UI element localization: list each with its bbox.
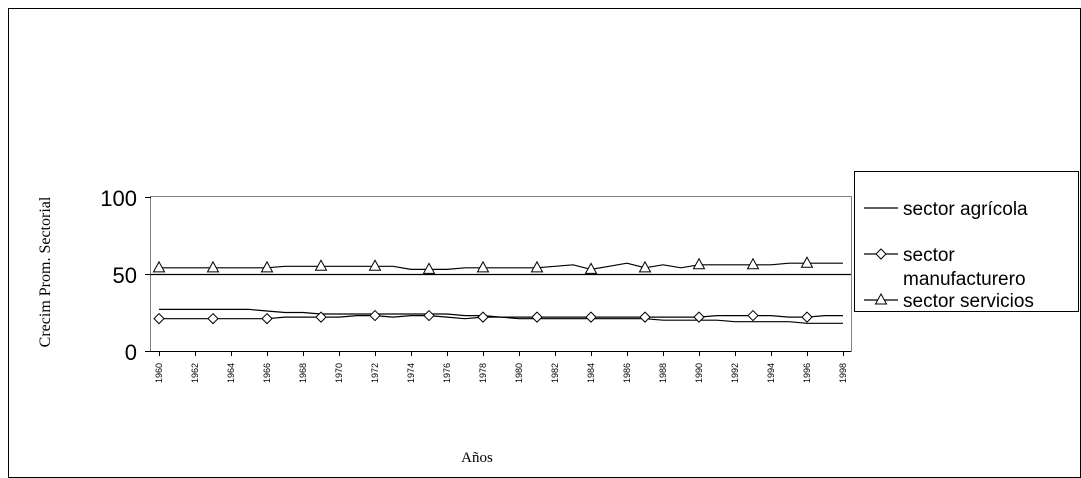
series-marker-sector-manufacturero-1963: [207, 312, 219, 325]
series-marker-sector-servicios-1996: [800, 256, 814, 268]
legend-label-sector-agr-cola: sector agrícola: [903, 199, 1028, 220]
x-tick-label-1990: 1990: [694, 363, 704, 383]
legend-label-sector-servicios: sector servicios: [903, 291, 1034, 312]
series-marker-sector-manufacturero-1993: [747, 309, 759, 322]
legend-label-sector-manufacturero: sector manufacturero: [903, 245, 1026, 290]
x-tick-label-1998: 1998: [838, 363, 848, 383]
x-tick-label-1972: 1972: [370, 363, 380, 383]
x-tick-label-1974: 1974: [406, 363, 416, 383]
series-marker-sector-manufacturero-1966: [261, 312, 273, 325]
x-tick-label-1982: 1982: [550, 363, 560, 383]
x-tick-label-1986: 1986: [622, 363, 632, 383]
x-tick-label-1976: 1976: [442, 363, 452, 383]
series-marker-sector-servicios-1975: [422, 262, 436, 274]
plot-group: [151, 256, 851, 325]
x-tick-label-1962: 1962: [190, 363, 200, 383]
series-marker-sector-manufacturero-1984: [585, 311, 597, 323]
axes-group: 0 50 100 1960 1962 1964 1966 1968 1970 1972 1974 19…: [100, 186, 851, 383]
series-marker-sector-manufacturero-1996: [801, 311, 813, 323]
legend-box: [854, 171, 1079, 312]
series-marker-sector-manufacturero-1978: [477, 311, 489, 323]
x-tick-label-1968: 1968: [298, 363, 308, 383]
series-marker-sector-servicios-1963: [206, 260, 220, 273]
x-tick-label-1996: 1996: [802, 363, 812, 383]
series-marker-sector-manufacturero-1990: [693, 311, 705, 323]
series-marker-sector-servicios-1990: [692, 257, 706, 270]
x-tick-label-1970: 1970: [334, 363, 344, 383]
series-marker-sector-servicios-1993: [746, 257, 760, 270]
series-marker-sector-servicios-1972: [368, 259, 382, 271]
x-tick-label-1966: 1966: [262, 363, 272, 383]
x-tick-label-1988: 1988: [658, 363, 668, 383]
series-marker-sector-servicios-1969: [314, 259, 328, 271]
series-marker-sector-servicios-1987: [638, 260, 652, 273]
x-tick-label-1984: 1984: [586, 363, 596, 383]
x-tick-label-1994: 1994: [766, 363, 776, 383]
x-tick-label-1978: 1978: [478, 363, 488, 383]
series-marker-sector-manufacturero-1981: [531, 311, 543, 323]
series-line-sector-servicios: [159, 262, 843, 271]
series-line-sector-manufacturero: [159, 315, 843, 320]
series-marker-sector-servicios-1981: [530, 260, 544, 273]
x-tick-label-1980: 1980: [514, 363, 524, 383]
series-marker-sector-manufacturero-1960: [153, 312, 165, 325]
series-marker-sector-manufacturero-1987: [639, 311, 651, 323]
y-tick-label-100: 100: [100, 186, 137, 211]
legend-marker-sector-manufacturero: [875, 248, 887, 260]
y-tick-label-0: 0: [125, 340, 137, 365]
series-marker-sector-servicios-1966: [260, 260, 274, 273]
y-axis-label: Crecim Prom. Sectorial: [37, 196, 54, 347]
series-marker-sector-servicios-1984: [584, 262, 598, 274]
y-tick-label-50: 50: [113, 263, 137, 288]
series-marker-sector-servicios-1960: [152, 260, 166, 273]
x-axis-label: Años: [461, 450, 493, 466]
series-marker-sector-manufacturero-1969: [315, 311, 327, 323]
legend: sector agrícola sector manufacturerosector…: [854, 171, 1079, 312]
series-marker-sector-servicios-1978: [476, 260, 490, 273]
series-marker-sector-manufacturero-1972: [369, 309, 381, 322]
x-tick-label-1992: 1992: [730, 363, 740, 383]
legend-marker-sector-servicios: [874, 292, 888, 305]
x-tick-label-1964: 1964: [226, 363, 236, 383]
series-marker-sector-manufacturero-1975: [423, 309, 435, 322]
x-tick-label-1960: 1960: [154, 363, 164, 383]
